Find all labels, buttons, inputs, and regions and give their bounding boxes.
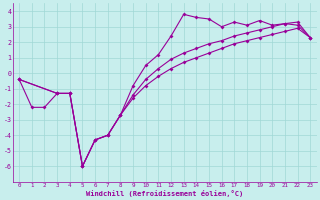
X-axis label: Windchill (Refroidissement éolien,°C): Windchill (Refroidissement éolien,°C): [86, 190, 243, 197]
